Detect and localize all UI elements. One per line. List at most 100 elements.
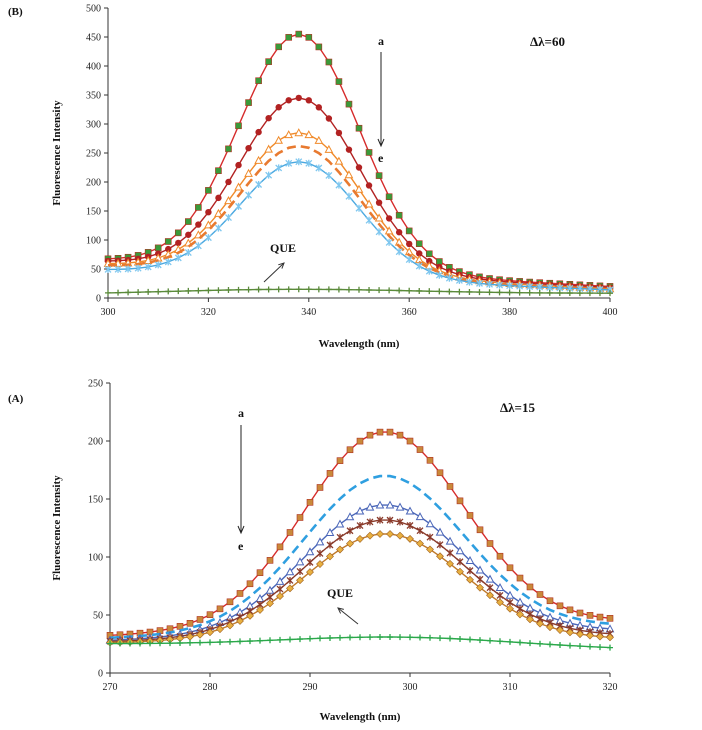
data-point <box>586 631 594 640</box>
data-point <box>337 634 343 641</box>
data-point <box>395 502 405 511</box>
data-point <box>435 527 445 536</box>
data-point <box>147 640 153 647</box>
data-point <box>286 529 294 536</box>
data-point <box>236 617 244 625</box>
data-point <box>556 289 563 296</box>
data-point <box>375 199 383 206</box>
data-point <box>496 281 504 289</box>
data-point <box>395 248 403 256</box>
data-point <box>307 635 313 642</box>
data-point <box>124 265 132 273</box>
data-point <box>396 518 404 526</box>
data-point <box>154 244 162 252</box>
data-point <box>174 254 182 262</box>
data-point <box>486 591 494 600</box>
data-point <box>296 576 304 585</box>
data-point <box>607 644 613 651</box>
data-point <box>476 575 484 583</box>
data-point <box>546 597 554 605</box>
data-point <box>245 286 252 293</box>
data-point <box>305 159 313 167</box>
data-point <box>325 527 335 537</box>
x-tick-label: 290 <box>303 682 318 693</box>
data-point <box>234 182 243 191</box>
data-point <box>345 146 353 153</box>
data-point <box>576 609 584 617</box>
data-point <box>296 514 304 521</box>
panel-a-chart: 0 50 100 150 200 250 270 280 290 300 310 320 Fluores… <box>8 379 618 724</box>
que-arrow-line <box>337 607 359 625</box>
que-label: QUE <box>270 241 296 255</box>
data-point <box>316 484 324 491</box>
data-point <box>297 636 303 643</box>
data-point <box>505 590 515 599</box>
data-point <box>496 598 504 607</box>
data-point <box>107 640 113 647</box>
data-point <box>456 558 464 566</box>
data-point <box>255 180 263 188</box>
data-point <box>215 194 222 202</box>
data-point <box>347 634 353 641</box>
data-point <box>426 533 434 541</box>
data-point <box>127 640 133 647</box>
data-point <box>516 574 524 582</box>
y-tick-label: 450 <box>86 33 101 44</box>
data-point <box>465 555 475 564</box>
data-point <box>395 229 403 236</box>
y-tick-label: 250 <box>86 149 101 160</box>
data-point <box>204 220 213 229</box>
data-point <box>546 623 554 632</box>
data-point <box>466 512 474 519</box>
data-point <box>375 228 383 236</box>
data-point <box>277 636 283 643</box>
y-tick-label: 300 <box>86 120 101 131</box>
x-tick-label: 400 <box>603 307 618 318</box>
data-point <box>387 634 393 641</box>
x-tick-label: 300 <box>403 682 418 693</box>
data-point <box>527 640 533 647</box>
data-point <box>115 289 122 296</box>
data-point <box>175 239 182 247</box>
x-tick-label: 310 <box>503 682 518 693</box>
data-point <box>255 286 262 293</box>
data-point <box>274 135 284 144</box>
data-point <box>355 506 365 515</box>
data-point <box>557 642 563 649</box>
data-point <box>335 129 343 137</box>
data-point <box>425 267 433 275</box>
data-point <box>407 634 413 641</box>
data-point <box>497 638 503 645</box>
data-point <box>525 603 535 612</box>
data-point <box>275 576 285 585</box>
data-point <box>215 287 222 294</box>
delta-lambda-label: Δλ=60 <box>530 34 565 49</box>
data-point <box>287 636 293 643</box>
data-point <box>596 290 603 297</box>
data-point <box>325 171 333 179</box>
data-point <box>327 634 333 641</box>
data-point <box>476 289 483 296</box>
data-point <box>325 286 332 293</box>
data-point <box>225 214 232 222</box>
series-line <box>107 144 611 291</box>
data-point <box>335 181 343 189</box>
data-point <box>305 34 313 41</box>
data-point <box>374 213 384 222</box>
x-axis-title: Wavelength (nm) <box>319 338 400 350</box>
data-point <box>205 187 212 194</box>
data-point <box>174 229 182 237</box>
data-point <box>415 240 423 247</box>
data-point <box>477 637 483 644</box>
data-point <box>446 288 453 295</box>
data-point <box>276 592 284 601</box>
data-point <box>345 512 355 521</box>
data-point <box>304 130 314 139</box>
data-point <box>196 616 204 623</box>
data-point <box>264 144 273 153</box>
data-point <box>426 288 433 295</box>
data-point <box>195 287 202 294</box>
data-point <box>475 565 485 574</box>
data-point <box>556 626 564 634</box>
data-point <box>196 630 204 639</box>
